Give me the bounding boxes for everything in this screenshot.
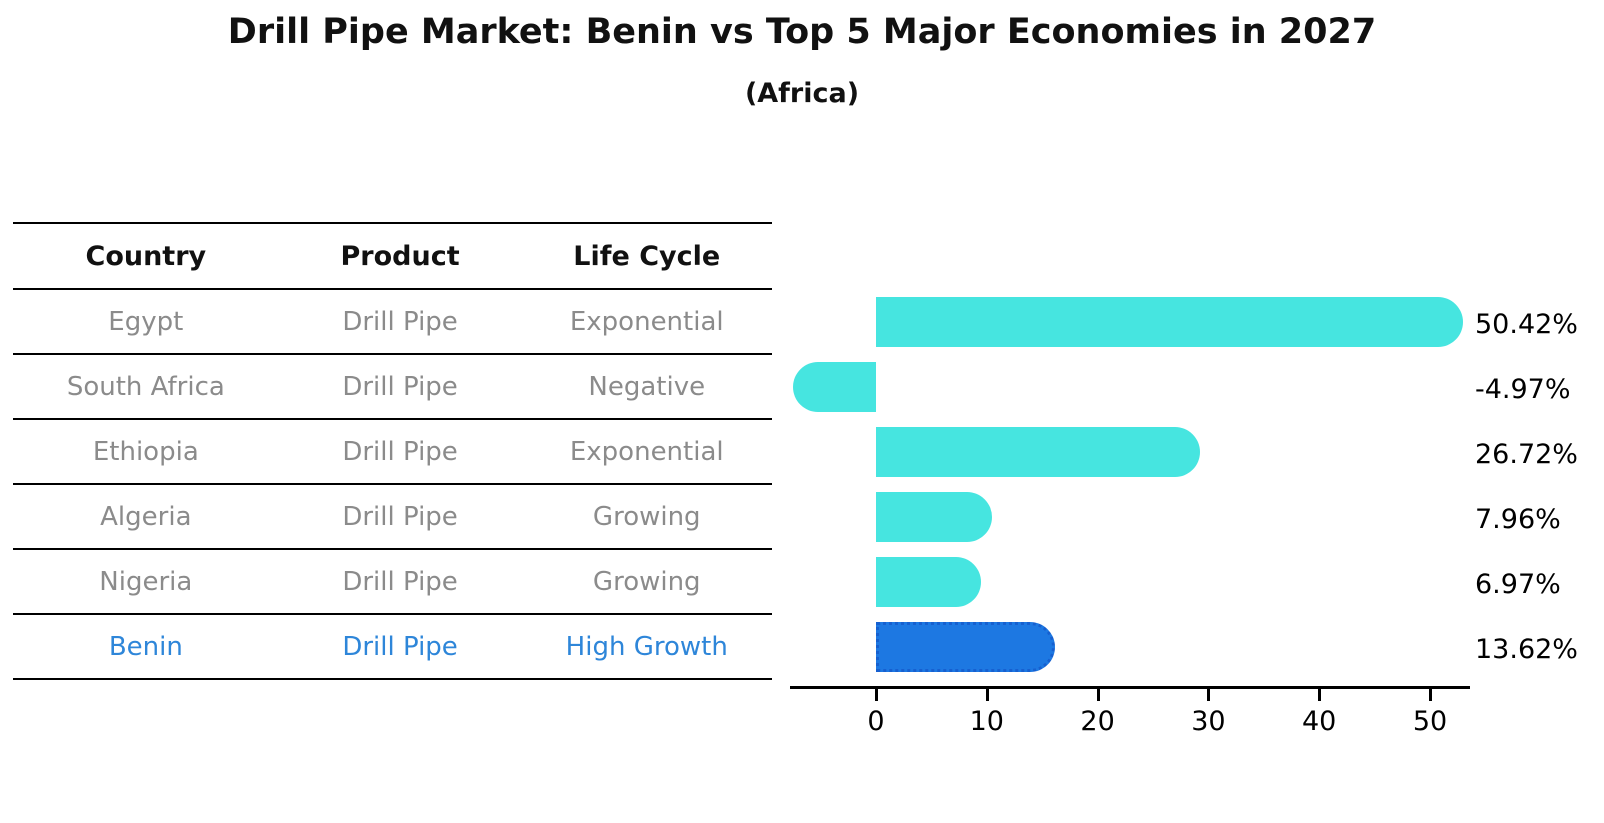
value-label: 7.96%	[1475, 504, 1561, 535]
cell-life-cycle: Negative	[588, 371, 706, 402]
cell-country: Algeria	[100, 501, 192, 532]
bar-algeria	[876, 492, 993, 542]
column-header-life-cycle: Life Cycle	[573, 240, 721, 272]
cell-product: Drill Pipe	[342, 631, 458, 662]
cell-country: South Africa	[66, 371, 225, 402]
cell-product: Drill Pipe	[342, 436, 458, 467]
cell-product: Drill Pipe	[342, 371, 458, 402]
cell-product: Drill Pipe	[342, 566, 458, 597]
x-tick-mark	[1318, 689, 1322, 701]
x-tick-label: 20	[1080, 706, 1115, 737]
x-tick-label: 10	[969, 706, 1004, 737]
page-title: Drill Pipe Market: Benin vs Top 5 Major …	[227, 12, 1377, 52]
cell-life-cycle: High Growth	[565, 631, 728, 662]
table-row: South Africa Drill Pipe Negative	[13, 355, 772, 420]
value-label: 6.97%	[1475, 569, 1561, 600]
table-row: Benin Drill Pipe High Growth	[13, 615, 772, 680]
x-tick-mark	[1207, 689, 1211, 701]
value-label: -4.97%	[1475, 374, 1571, 405]
cell-product: Drill Pipe	[342, 501, 458, 532]
table-header-row: Country Product Life Cycle	[13, 224, 772, 290]
value-label: 13.62%	[1475, 634, 1578, 665]
cell-country: Benin	[108, 631, 183, 662]
x-tick-mark	[985, 689, 989, 701]
x-axis-line	[790, 686, 1470, 689]
bar-nigeria	[876, 557, 982, 607]
table-row: Egypt Drill Pipe Exponential	[13, 290, 772, 355]
country-table: Country Product Life Cycle Egypt Drill Pi…	[13, 222, 772, 680]
table-row: Nigeria Drill Pipe Growing	[13, 550, 772, 615]
cell-country: Ethiopia	[92, 436, 199, 467]
bar-ethiopia	[876, 427, 1201, 477]
bar-south-africa	[792, 362, 876, 412]
x-tick-label: 40	[1302, 706, 1337, 737]
x-tick-mark	[1429, 689, 1432, 701]
column-header-country: Country	[85, 240, 207, 272]
bar-benin	[876, 622, 1055, 672]
table-row: Algeria Drill Pipe Growing	[13, 485, 772, 550]
x-tick-label: 30	[1191, 706, 1226, 737]
cell-country: Nigeria	[99, 566, 193, 597]
bar-egypt	[876, 297, 1463, 347]
cell-product: Drill Pipe	[342, 306, 458, 337]
cell-country: Egypt	[108, 306, 184, 337]
table-row: Ethiopia Drill Pipe Exponential	[13, 420, 772, 485]
x-tick-label: 0	[867, 706, 885, 737]
cell-life-cycle: Exponential	[569, 306, 724, 337]
x-tick-mark	[875, 689, 878, 701]
value-label: 26.72%	[1475, 439, 1578, 470]
cell-life-cycle: Growing	[592, 501, 701, 532]
x-tick-label: 50	[1412, 706, 1448, 737]
cell-life-cycle: Exponential	[569, 436, 724, 467]
page-subtitle: (Africa)	[744, 78, 860, 109]
cell-life-cycle: Growing	[592, 566, 701, 597]
column-header-product: Product	[340, 240, 460, 272]
x-tick-mark	[1096, 689, 1100, 701]
value-label: 50.42%	[1475, 309, 1578, 340]
